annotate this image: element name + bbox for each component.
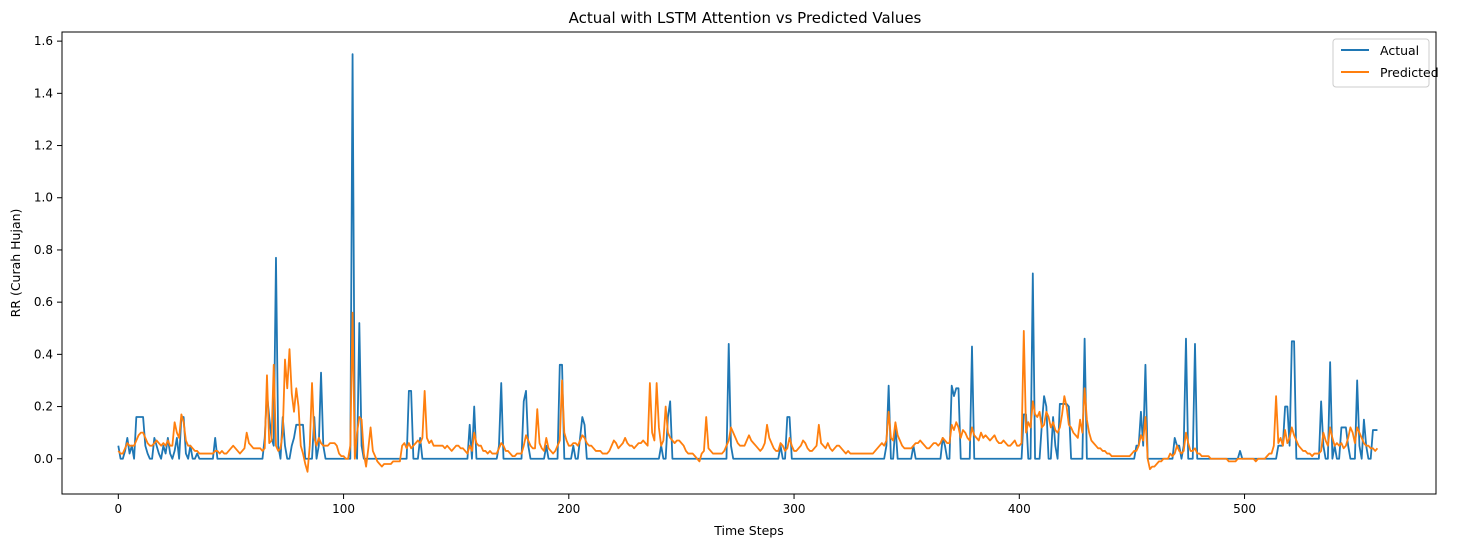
x-tick-label: 100 bbox=[332, 502, 355, 516]
y-tick-label: 1.6 bbox=[34, 34, 53, 48]
series-layer bbox=[117, 53, 1379, 473]
y-tick-label: 1.0 bbox=[34, 191, 53, 205]
plot-area-frame bbox=[61, 31, 1437, 495]
series-line-predicted bbox=[117, 311, 1379, 473]
y-tick-label: 1.4 bbox=[34, 86, 53, 100]
y-tick-label: 1.2 bbox=[34, 139, 53, 153]
legend-label-predicted: Predicted bbox=[1380, 65, 1439, 80]
y-tick-label: 0.6 bbox=[34, 295, 53, 309]
x-axis-label: Time Steps bbox=[713, 523, 784, 538]
x-axis: 0 100 200 300 400 500 bbox=[114, 494, 1256, 516]
chart-title: Actual with LSTM Attention vs Predicted … bbox=[569, 9, 922, 27]
legend: Actual Predicted bbox=[1332, 38, 1439, 88]
x-tick-label: 500 bbox=[1233, 502, 1256, 516]
y-axis: 0.0 0.2 0.4 0.6 0.8 1.0 1.2 1.4 1.6 bbox=[34, 34, 62, 466]
y-tick-label: 0.2 bbox=[34, 400, 53, 414]
y-tick-label: 0.0 bbox=[34, 452, 53, 466]
x-tick-label: 400 bbox=[1008, 502, 1031, 516]
y-axis-label: RR (Curah Hujan) bbox=[8, 209, 23, 318]
x-tick-label: 200 bbox=[557, 502, 580, 516]
x-tick-label: 300 bbox=[783, 502, 806, 516]
legend-label-actual: Actual bbox=[1380, 43, 1419, 58]
y-tick-label: 0.4 bbox=[34, 347, 53, 361]
x-tick-label: 0 bbox=[114, 502, 122, 516]
y-tick-label: 0.8 bbox=[34, 243, 53, 257]
